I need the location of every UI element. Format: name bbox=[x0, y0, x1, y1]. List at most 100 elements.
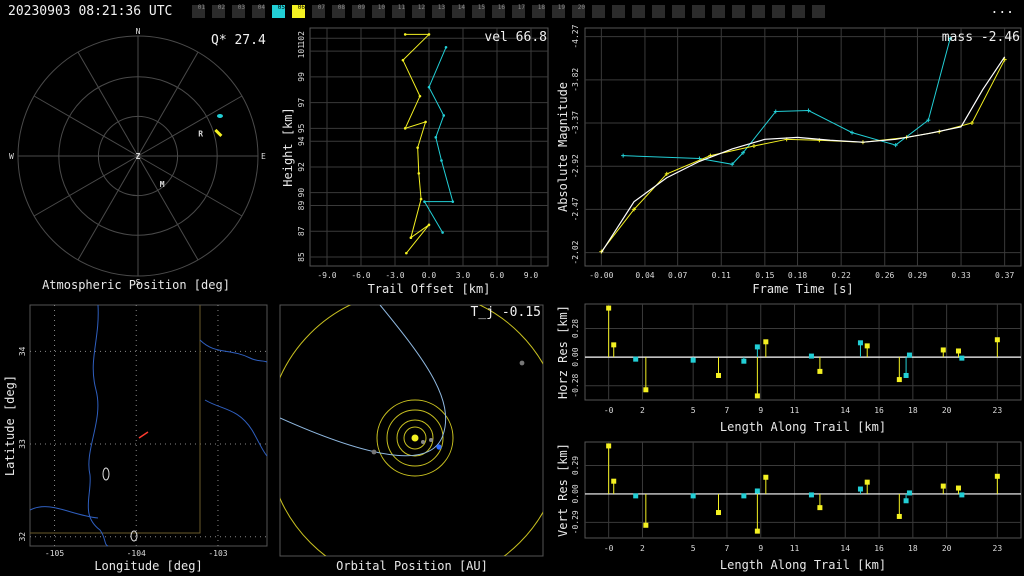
vert_res-ytick: 0.29 bbox=[571, 456, 580, 475]
azimuth-spoke bbox=[137, 155, 243, 217]
frame-tab-19[interactable]: 19 bbox=[552, 5, 565, 18]
vert_res-ytick: 0.00 bbox=[571, 484, 580, 503]
magnitude-xtick: 0.18 bbox=[788, 271, 807, 280]
frame-tab-empty[interactable] bbox=[792, 5, 805, 18]
frame-tab-empty[interactable] bbox=[752, 5, 765, 18]
frame-tab-empty[interactable] bbox=[592, 5, 605, 18]
more-menu-button[interactable]: ... bbox=[990, 2, 1014, 17]
station2-trail-point bbox=[427, 33, 431, 36]
station1-track-point bbox=[216, 114, 223, 119]
frame-tab-01[interactable]: 01 bbox=[192, 5, 205, 18]
trail-xtick: 6.0 bbox=[490, 271, 505, 280]
station2-trail-point bbox=[427, 223, 431, 227]
planet-marker bbox=[429, 438, 433, 442]
frame-tab-empty[interactable] bbox=[672, 5, 685, 18]
horz_res-ytick: 0.00 bbox=[571, 347, 580, 366]
frame-tab-empty[interactable] bbox=[652, 5, 665, 18]
frame-tab-14[interactable]: 14 bbox=[452, 5, 465, 18]
frame-tab-08[interactable]: 08 bbox=[332, 5, 345, 18]
atmospheric-xlabel: Atmospheric Position [deg] bbox=[42, 278, 230, 292]
map-frame bbox=[29, 304, 268, 547]
frame-tab-11[interactable]: 11 bbox=[392, 5, 405, 18]
frame-tab-18[interactable]: 18 bbox=[532, 5, 545, 18]
frame-tab-10[interactable]: 10 bbox=[372, 5, 385, 18]
station2-residual-marker bbox=[817, 505, 823, 511]
frame-tab-06[interactable]: 06 bbox=[292, 5, 305, 18]
magnitude-ytick: -2.02 bbox=[571, 240, 580, 264]
magnitude-frame bbox=[584, 27, 1022, 267]
vert_res-xtick: 9 bbox=[758, 544, 763, 553]
magnitude-xtick: 0.37 bbox=[995, 271, 1014, 280]
station1-residual-marker bbox=[690, 357, 696, 363]
frame-tab-12[interactable]: 12 bbox=[412, 5, 425, 18]
station1-trail-point bbox=[427, 85, 431, 89]
frame-tab-07[interactable]: 07 bbox=[312, 5, 325, 18]
magnitude-ytick: -3.82 bbox=[571, 68, 580, 92]
station2-residual-marker bbox=[864, 479, 870, 485]
frame-tab-20[interactable]: 20 bbox=[572, 5, 585, 18]
station1-trail-point bbox=[442, 114, 446, 117]
vert_res-frame bbox=[584, 441, 1022, 539]
frame-tab-13[interactable]: 13 bbox=[432, 5, 445, 18]
frame-tab-empty[interactable] bbox=[812, 5, 825, 18]
station1-residual-marker bbox=[633, 493, 639, 499]
trail-ytick: 97 bbox=[297, 98, 306, 108]
station2-trail-point bbox=[403, 33, 407, 36]
station2-residual-marker bbox=[643, 387, 649, 393]
map-ytick: 32 bbox=[18, 532, 27, 542]
horz_res-xtick: 2 bbox=[640, 406, 645, 415]
station2-residual-marker bbox=[716, 510, 722, 516]
station2-residual-marker bbox=[955, 485, 961, 491]
station1-magnitude-point bbox=[806, 108, 811, 113]
azimuth-spoke bbox=[137, 95, 243, 157]
azimuth-spoke bbox=[137, 155, 199, 261]
frame-tab-empty[interactable] bbox=[692, 5, 705, 18]
map-river bbox=[87, 304, 109, 547]
frame-tab-empty[interactable] bbox=[712, 5, 725, 18]
vert_res-xtick: 2 bbox=[640, 544, 645, 553]
magnitude-xtick: 0.22 bbox=[832, 271, 851, 280]
magnitude-ytick: -4.27 bbox=[571, 24, 580, 48]
frame-tab-empty[interactable] bbox=[612, 5, 625, 18]
station2-magnitude-point bbox=[969, 121, 974, 126]
planet-marker bbox=[371, 449, 377, 455]
frame-tab-15[interactable]: 15 bbox=[472, 5, 485, 18]
zenith-label: Z bbox=[136, 152, 141, 161]
horz_res-xtick: 18 bbox=[908, 406, 918, 415]
frame-tab-empty[interactable] bbox=[772, 5, 785, 18]
orbit-frame bbox=[279, 304, 544, 557]
station1-residual-marker bbox=[959, 492, 965, 498]
q-star-annotation: Q* 27.4 bbox=[211, 33, 266, 48]
frame-tab-09[interactable]: 09 bbox=[352, 5, 365, 18]
station2-trail-point bbox=[409, 236, 413, 239]
frame-tab-empty[interactable] bbox=[732, 5, 745, 18]
station2-residual-marker bbox=[754, 393, 760, 399]
inner-planet-orbit bbox=[396, 419, 434, 457]
map-xtick: -105 bbox=[45, 549, 64, 558]
vert_res-xtick: 23 bbox=[993, 544, 1003, 553]
frame-tab-empty[interactable] bbox=[632, 5, 645, 18]
trail-ytick: 99 bbox=[297, 72, 306, 82]
frame-tab-17[interactable]: 17 bbox=[512, 5, 525, 18]
frame-tab-05[interactable]: 05 bbox=[272, 5, 285, 18]
frame-tab-03[interactable]: 03 bbox=[232, 5, 245, 18]
trail-offset-plot: -9.0 -6.0 -3.0 0.0 3.0 6.0 9.0 85 87 89 90 92 94 95 97… bbox=[281, 27, 549, 296]
orbital-position-plot: T_j -0.15 Orbital Position [AU] bbox=[279, 304, 544, 573]
frame-tab-02[interactable]: 02 bbox=[212, 5, 225, 18]
station1-magnitude-point bbox=[948, 36, 953, 41]
station2-magnitude-point bbox=[632, 207, 637, 212]
magnitude-xlabel: Frame Time [s] bbox=[752, 282, 853, 296]
station2-trail-point bbox=[417, 172, 421, 175]
azimuth-spoke bbox=[137, 51, 199, 157]
station2-trail-point bbox=[419, 197, 423, 201]
station2-trail-point bbox=[405, 251, 408, 255]
map-meteor-trail bbox=[138, 431, 149, 439]
frame-tab-16[interactable]: 16 bbox=[492, 5, 505, 18]
station2-trail-point bbox=[416, 146, 419, 149]
inner-planet-orbit bbox=[376, 399, 454, 477]
trail-ytick: 101 bbox=[297, 44, 306, 59]
azimuth-spoke bbox=[33, 155, 139, 217]
frame-tab-04[interactable]: 04 bbox=[252, 5, 265, 18]
planet-marker bbox=[519, 360, 525, 366]
station1-residual-marker bbox=[808, 353, 814, 359]
